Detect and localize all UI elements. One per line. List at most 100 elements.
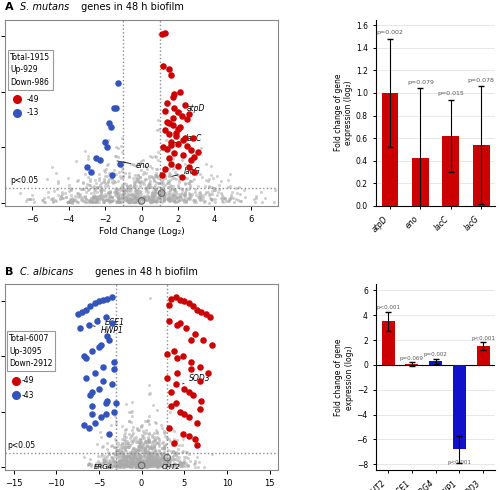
Point [118, 460, 126, 468]
Point [129, 450, 137, 458]
Point [150, 455, 158, 463]
Point [152, 428, 160, 436]
Point [194, 193, 202, 201]
Point [98, 456, 106, 464]
Point [205, 183, 213, 191]
Point [166, 154, 173, 162]
Point [80, 170, 88, 178]
Point [100, 186, 108, 194]
Point [128, 459, 136, 466]
Point [128, 437, 136, 444]
Point [178, 193, 186, 201]
Point [150, 444, 158, 452]
Point [168, 174, 175, 182]
Point [123, 187, 131, 195]
Point [188, 177, 196, 185]
Point [138, 458, 146, 466]
Point [121, 429, 129, 437]
Point [140, 458, 147, 466]
Point [104, 178, 112, 186]
Point [132, 194, 140, 202]
Point [156, 194, 164, 202]
Point [62, 193, 70, 200]
Point [112, 450, 120, 458]
Bar [382, 321, 394, 365]
Point [163, 118, 171, 125]
Point [99, 377, 107, 385]
Point [142, 458, 150, 466]
Point [84, 424, 92, 432]
Point [64, 197, 72, 205]
Point [142, 459, 150, 467]
Point [222, 195, 230, 203]
Point [103, 463, 111, 470]
Point [96, 186, 104, 194]
Point [240, 186, 248, 194]
Point [182, 101, 190, 109]
Point [136, 463, 143, 470]
Point [143, 456, 151, 464]
Point [118, 457, 126, 465]
Point [114, 197, 122, 205]
Point [138, 194, 145, 201]
Point [144, 442, 152, 450]
Point [123, 453, 131, 461]
Point [158, 444, 166, 452]
Point [204, 182, 212, 190]
Point [180, 197, 188, 205]
Point [116, 461, 124, 469]
Point [132, 196, 140, 204]
Point [120, 451, 128, 459]
Point [151, 197, 159, 205]
Point [148, 452, 156, 460]
Point [84, 172, 92, 180]
Point [252, 192, 260, 200]
Point [168, 191, 175, 199]
Point [134, 460, 142, 468]
Point [124, 458, 132, 466]
Point [126, 457, 134, 465]
Point [101, 138, 109, 146]
Point [159, 189, 167, 196]
Point [82, 196, 90, 203]
Point [132, 459, 140, 467]
Point [163, 456, 171, 464]
Point [102, 410, 110, 418]
Point [126, 198, 134, 206]
Point [175, 453, 183, 461]
Point [95, 297, 103, 305]
Point [164, 179, 172, 187]
Text: -13: -13 [27, 108, 39, 117]
Point [144, 450, 152, 458]
Point [156, 188, 164, 196]
Point [122, 454, 130, 462]
Point [108, 194, 116, 201]
Point [108, 196, 116, 204]
Point [147, 460, 155, 467]
Point [171, 188, 179, 196]
Point [175, 456, 183, 464]
Point [135, 197, 143, 205]
Point [142, 187, 150, 195]
Point [130, 450, 138, 458]
Point [150, 442, 158, 450]
Point [152, 462, 160, 470]
Point [150, 192, 158, 199]
Point [144, 463, 152, 470]
Point [210, 186, 218, 194]
Point [64, 198, 72, 206]
Point [80, 352, 88, 360]
Point [128, 196, 136, 203]
Point [134, 171, 142, 178]
Point [150, 429, 158, 437]
Point [48, 195, 56, 203]
Point [152, 446, 160, 454]
Point [150, 197, 158, 205]
Point [122, 461, 130, 468]
Point [139, 448, 147, 456]
Point [134, 436, 142, 444]
Point [170, 435, 178, 443]
Point [43, 175, 51, 183]
Point [104, 445, 112, 453]
Point [200, 463, 207, 470]
